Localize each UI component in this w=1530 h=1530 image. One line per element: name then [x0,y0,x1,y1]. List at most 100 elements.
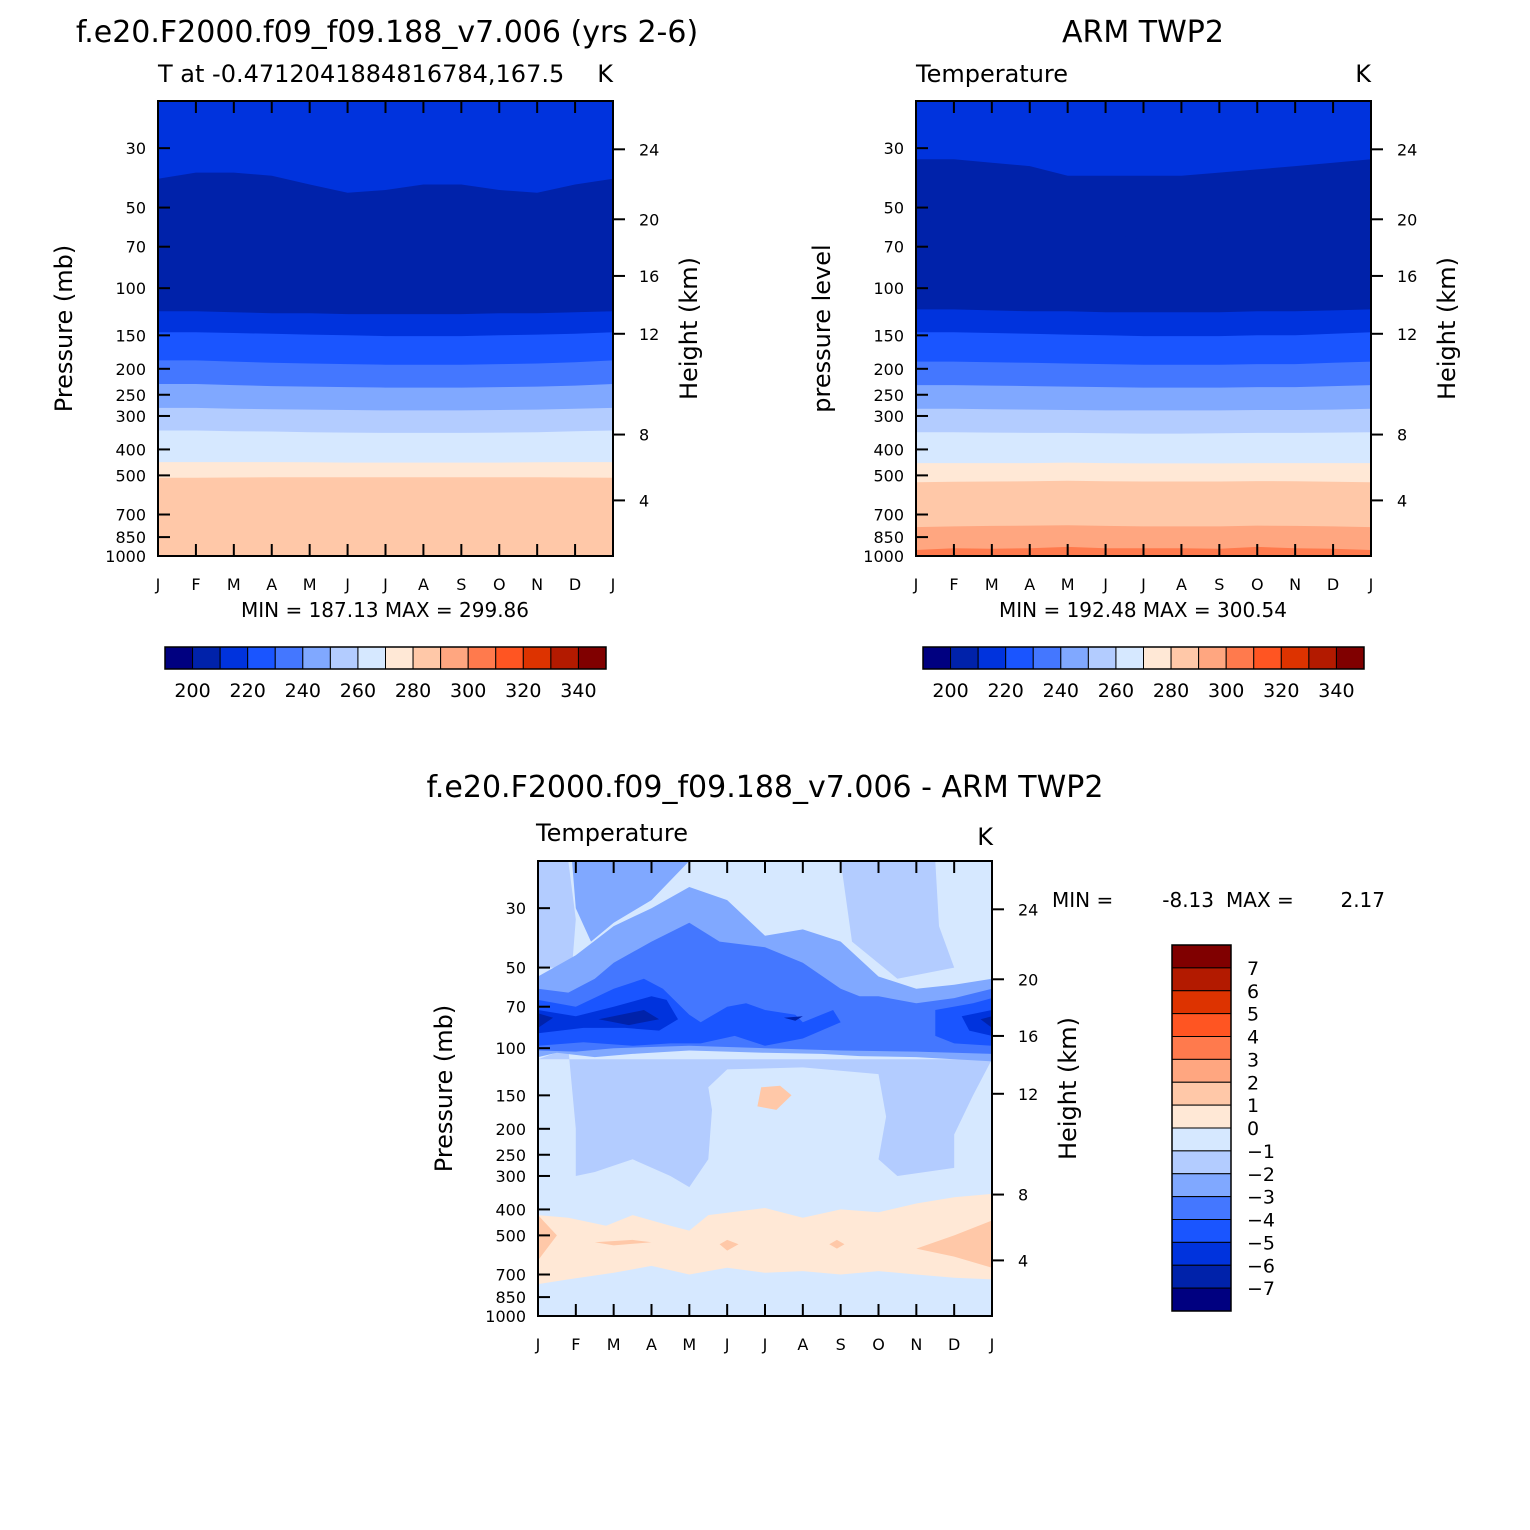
panel3-colorbar-label-5: 2 [1247,1072,1259,1094]
panel1-colorbar-swatch-10 [440,646,469,670]
panel1-xtick-label-11: D [569,575,581,594]
panel2-y2label: Height (km) [1433,257,1461,400]
panel2-title: ARM TWP2 [1062,15,1224,50]
panel3-colorbar-label-2: 5 [1247,1004,1259,1026]
panel1-colorbar-swatch-1 [192,646,221,670]
panel1-colorbar-label-5: 300 [450,680,486,702]
panel3-xtick-label-7: A [797,1335,808,1354]
panel1-xtick-label-3: A [266,575,277,594]
panel2-colorbar-label-7: 340 [1318,680,1354,702]
panel2-colorbar-label-5: 300 [1208,680,1244,702]
panel2-xtick-label-6: J [1140,575,1146,594]
panel3-ytick-label-0: 30 [506,899,526,918]
panel1-colorbar-label-6: 320 [505,680,541,702]
panel3-region-15 [538,861,690,942]
panel3-colorbar-label-7: 0 [1247,1118,1259,1140]
panel2-ytick-label-6: 250 [873,386,904,405]
panel1-ytick-label-2: 70 [126,238,146,257]
panel1-ytick-label-8: 400 [115,440,146,459]
panel2-colorbar-swatch-12 [1253,646,1282,670]
panel2-subtitle-right: K [1355,60,1372,88]
panel3-region-25 [980,1016,992,1028]
panel2-ytick-label-1: 50 [884,199,904,218]
panel1-y2tick-label-1: 8 [639,426,649,445]
panel2-minmax: MIN = 192.48 MAX = 300.54 [999,598,1287,622]
panel3-region-9 [829,1239,845,1249]
panel3-xtick-label-3: A [646,1335,657,1354]
panel3-y2tick-label-0: 4 [1018,1251,1028,1270]
panel2-colorbar-swatch-0 [922,646,952,670]
panel2-ytick-label-8: 400 [873,440,904,459]
panel3-region-22 [538,1013,554,1028]
panel3-region-14 [840,861,955,979]
panel2-ytick-label-3: 100 [873,279,904,298]
panel1-colorbar-swatch-11 [467,646,497,670]
panel1-y2tick-label-4: 20 [639,210,659,229]
panel1-subtitle-right: K [597,60,614,88]
panel3-colorbar-swatch-4 [1171,1036,1232,1060]
panel2-xtick-label-3: A [1024,575,1035,594]
panel1-plot: J F M A M J J A S O N D J 30 50 70 100 150 200 250 300 400 500… [50,100,703,594]
panel1-xtick-label-0: J [155,575,161,594]
panel2-colorbar: 200 220 240 260 280 300 320 340 [922,646,1365,702]
panel1-xtick-label-10: N [531,575,543,594]
panel1-ytick-label-0: 30 [126,139,146,158]
panel2-colorbar-swatch-2 [977,646,1007,670]
panel2-colorbar-swatch-7 [1115,646,1144,670]
panel2-y2tick-label-0: 4 [1397,491,1407,510]
panel2-colorbar-swatch-8 [1143,646,1172,670]
panel2-y2tick-label-4: 20 [1397,210,1417,229]
panel1-xtick-label-5: J [344,575,350,594]
panel1-xtick-label-7: A [418,575,429,594]
panel2-band-11 [916,101,1371,176]
panel3-colorbar-swatch-8 [1171,1127,1232,1152]
panel1-ytick-label-4: 150 [115,326,146,345]
panel3-colorbar-swatch-11 [1171,1196,1232,1220]
panel2-y2tick-label-5: 24 [1397,140,1417,159]
panel2-xtick-label-10: N [1289,575,1301,594]
panel1-ytick-label-11: 850 [115,528,146,547]
panel3-xtick-label-6: J [762,1335,768,1354]
panel3-colorbar-swatch-1 [1171,967,1232,992]
panel2-xtick-label-7: A [1176,575,1187,594]
panel1-ytick-label-5: 200 [115,360,146,379]
panel1-colorbar: 200 220 240 260 280 300 320 340 [164,646,607,702]
panel2-xtick-label-9: O [1251,575,1264,594]
panel3-region-18 [538,978,841,1046]
panel1-ytick-label-1: 50 [126,199,146,218]
panel3-colorbar-label-1: 6 [1247,981,1259,1003]
panel1-ylabel: Pressure (mb) [50,245,78,412]
panel3-xtick-label-11: D [948,1335,960,1354]
panel3-colorbar-label-11: −4 [1247,1210,1275,1232]
panel3-xtick-label-2: M [607,1335,621,1354]
panel3-colorbar-swatch-12 [1171,1219,1232,1243]
panel3-colorbar-swatch-3 [1171,1013,1232,1037]
panel3-xtick-label-8: S [836,1335,846,1354]
panel1-colorbar-swatch-7 [357,646,386,670]
panel1-y2tick-label-5: 24 [639,140,659,159]
panel2-colorbar-label-4: 280 [1153,680,1189,702]
panel1-xtick-label-12: J [610,575,616,594]
panel1-minmax: MIN = 187.13 MAX = 299.86 [241,598,529,622]
panel3-ytick-label-12: 1000 [485,1307,526,1326]
panel3-y2label: Height (km) [1054,1017,1082,1160]
panel1-xtick-label-2: M [227,575,241,594]
panel2-ytick-label-9: 500 [873,466,904,485]
panel1-y2tick-label-0: 4 [639,491,649,510]
panel2-colorbar-swatch-11 [1225,646,1255,670]
panel3-colorbar-label-0: 7 [1247,958,1259,980]
panel3-y2tick-label-3: 16 [1018,1027,1038,1046]
panel3-ytick-label-10: 700 [495,1266,526,1285]
panel1-ytick-label-3: 100 [115,279,146,298]
panel1-xtick-label-8: S [456,575,466,594]
panel3-colorbar-swatch-5 [1171,1058,1232,1083]
panel3-ylabel: Pressure (mb) [430,1005,458,1172]
panel3-y2tick-label-5: 24 [1018,900,1038,919]
panel3-ytick-label-2: 70 [506,998,526,1017]
panel3-region-12 [757,1085,792,1110]
panel3-colorbar-swatch-9 [1171,1150,1232,1175]
panel1-colorbar-label-1: 220 [230,680,266,702]
panel3-region-20 [538,996,678,1034]
panel3-colorbar-label-14: −7 [1247,1278,1275,1300]
